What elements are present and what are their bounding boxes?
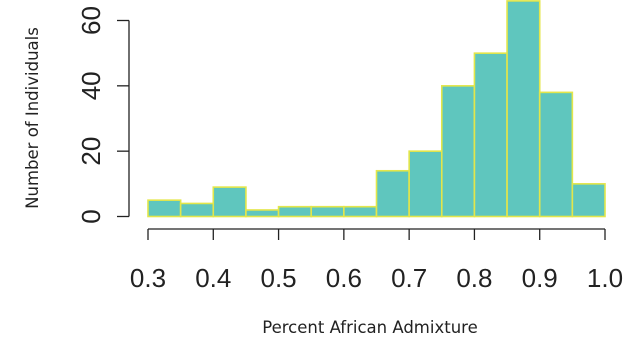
x-tick-label: 0.9 [522, 263, 558, 293]
histogram-bar [245, 209, 280, 218]
x-tick-label: 1.0 [587, 263, 623, 293]
y-tick-label: 20 [76, 137, 106, 166]
histogram-bar [147, 199, 182, 218]
y-tick-label: 0 [76, 209, 106, 223]
histogram-bar [408, 150, 443, 218]
y-axis-title: Number of Individuals [23, 27, 42, 209]
histogram-bar [343, 205, 378, 218]
histogram-bar [571, 183, 606, 218]
x-tick-label: 0.7 [391, 263, 427, 293]
x-tick-label: 0.5 [260, 263, 296, 293]
x-tick-label: 0.4 [195, 263, 231, 293]
x-axis-title: Percent African Admixture [262, 318, 477, 337]
histogram-bar [375, 169, 410, 218]
histogram-bars [147, 0, 606, 218]
histogram-bar [179, 202, 215, 218]
x-tick-label: 0.6 [326, 263, 362, 293]
x-axis: 0.3 0.4 0.5 0.6 0.7 0.8 0.9 1.0 [130, 228, 623, 293]
y-tick-label: 40 [76, 71, 106, 100]
x-tick-label: 0.3 [130, 263, 166, 293]
histogram-bar [506, 0, 541, 218]
x-tick-label: 0.8 [456, 263, 492, 293]
histogram-bar [277, 205, 313, 218]
histogram-bar [473, 52, 508, 218]
histogram-bar [440, 85, 476, 218]
y-tick-label: 60 [76, 6, 106, 35]
y-axis: 0 20 40 60 [76, 6, 130, 224]
histogram-bar [310, 205, 345, 218]
histogram-bar [212, 186, 247, 218]
histogram-bar [538, 91, 574, 218]
